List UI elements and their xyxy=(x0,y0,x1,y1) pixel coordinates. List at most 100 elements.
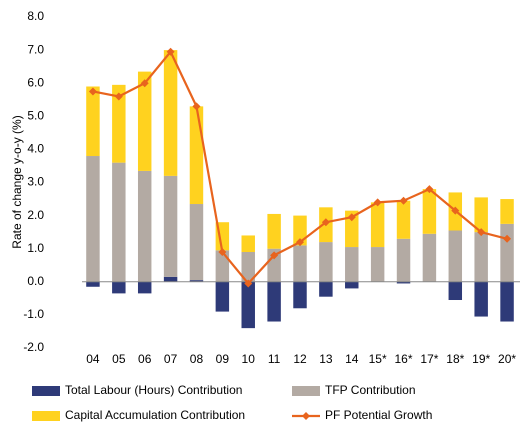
y-tick-label: 7.0 xyxy=(27,42,44,56)
bar xyxy=(86,156,100,282)
line-marker xyxy=(270,251,279,260)
line-marker xyxy=(425,185,434,194)
bar xyxy=(163,175,178,277)
bar xyxy=(474,232,488,282)
bar xyxy=(163,276,178,282)
legend-swatch xyxy=(292,386,320,396)
y-tick-label: 8.0 xyxy=(27,9,44,23)
x-tick-label: 04 xyxy=(86,352,100,366)
bar xyxy=(86,86,100,157)
bar xyxy=(319,281,333,297)
y-tick-label: 5.0 xyxy=(27,108,44,122)
bar xyxy=(293,215,307,246)
legend-label: Total Labour (Hours) Contribution xyxy=(65,383,242,397)
bar xyxy=(345,210,359,248)
x-tick-label: 13 xyxy=(319,352,333,366)
bar xyxy=(241,252,255,282)
y-tick-label: -2.0 xyxy=(23,340,44,354)
x-tick-label: 12 xyxy=(293,352,307,366)
bar xyxy=(112,281,126,294)
line-marker xyxy=(140,79,149,88)
line-marker xyxy=(244,279,253,288)
bar xyxy=(137,281,152,294)
x-tick-label: 09 xyxy=(216,352,230,366)
y-tick-label: 3.0 xyxy=(27,175,44,189)
line-marker xyxy=(88,87,97,96)
bar xyxy=(448,230,463,282)
bar xyxy=(189,280,204,282)
bar xyxy=(293,245,307,282)
bar xyxy=(241,235,255,253)
legend-label: PF Potential Growth xyxy=(325,408,432,422)
bar xyxy=(86,281,100,287)
x-tick-label: 15* xyxy=(369,352,387,366)
line-marker xyxy=(296,238,304,247)
bar xyxy=(293,281,307,309)
line-marker xyxy=(114,92,123,101)
bar xyxy=(422,189,437,234)
bar xyxy=(370,247,385,282)
x-tick-label: 11 xyxy=(268,352,281,366)
bar xyxy=(163,50,178,176)
bar xyxy=(345,247,359,282)
bar xyxy=(241,281,255,329)
x-tick-label: 06 xyxy=(138,352,152,366)
bar xyxy=(396,281,411,284)
legend-swatch xyxy=(302,412,310,420)
y-tick-label: 0.0 xyxy=(27,274,44,288)
bar xyxy=(112,162,126,282)
x-tick-label: 20* xyxy=(498,352,516,366)
bar xyxy=(267,281,281,322)
line-marker xyxy=(399,196,408,205)
line-marker xyxy=(192,102,201,111)
bar xyxy=(448,281,463,301)
line-marker xyxy=(347,213,356,222)
bar xyxy=(189,204,204,281)
bar xyxy=(474,197,488,233)
line-marker xyxy=(321,218,330,227)
legend-swatch xyxy=(32,411,60,421)
bar xyxy=(215,250,230,282)
bar xyxy=(396,238,411,282)
line-marker xyxy=(373,198,382,207)
x-tick-label: 19* xyxy=(472,352,490,366)
x-tick-label: 14 xyxy=(345,352,359,366)
y-axis-label: Rate of change y-o-y (%) xyxy=(10,115,24,248)
x-tick-label: 17* xyxy=(420,352,438,366)
x-tick-label: 18* xyxy=(446,352,464,366)
bar xyxy=(319,242,333,282)
legend-swatch xyxy=(32,386,60,396)
x-tick-label: 10 xyxy=(242,352,256,366)
bar xyxy=(422,233,437,282)
bar xyxy=(267,213,281,249)
x-tick-label: 07 xyxy=(164,352,178,366)
line-marker xyxy=(166,47,175,56)
y-tick-label: -1.0 xyxy=(23,307,44,321)
bar xyxy=(112,84,126,163)
y-tick-label: 1.0 xyxy=(27,241,44,255)
legend-label: TFP Contribution xyxy=(325,383,416,397)
line-marker xyxy=(218,248,227,257)
bar xyxy=(267,248,281,282)
bar xyxy=(370,202,385,248)
line-marker xyxy=(477,228,486,237)
line-marker xyxy=(451,206,460,215)
bar xyxy=(500,281,514,322)
bar xyxy=(500,223,514,282)
x-tick-label: 08 xyxy=(190,352,204,366)
bar xyxy=(396,200,411,239)
y-tick-label: 6.0 xyxy=(27,75,44,89)
bar xyxy=(137,170,152,282)
x-tick-label: 16* xyxy=(395,352,413,366)
bar xyxy=(215,281,230,312)
line-marker xyxy=(503,234,512,243)
legend-label: Capital Accumulation Contribution xyxy=(65,408,245,422)
bar xyxy=(474,281,488,317)
y-tick-label: 4.0 xyxy=(27,142,44,156)
x-tick-label: 05 xyxy=(112,352,126,366)
bar xyxy=(345,281,359,289)
y-tick-label: 2.0 xyxy=(27,208,44,222)
bar xyxy=(137,71,152,171)
bar xyxy=(500,199,514,224)
